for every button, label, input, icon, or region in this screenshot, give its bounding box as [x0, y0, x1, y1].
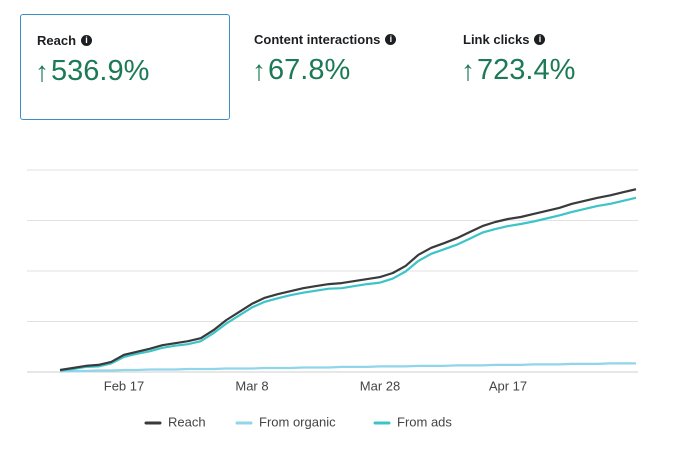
metric-card[interactable]: Content interactions i ↑ 67.8%: [238, 14, 448, 120]
up-arrow: ↑: [461, 54, 475, 86]
metric-card[interactable]: Link clicks i ↑ 723.4%: [447, 14, 657, 120]
x-tick-label: Mar 28: [360, 378, 400, 393]
info-icon[interactable]: i: [534, 34, 546, 45]
metric-label: Link clicks: [463, 32, 530, 47]
metric-value: 67.8%: [268, 54, 351, 86]
series-line: [59, 196, 637, 372]
metric-label: Content interactions: [254, 32, 381, 47]
metric-value: 723.4%: [477, 54, 576, 86]
metric-label: Reach: [37, 33, 77, 48]
metric-card[interactable]: Reach i ↑ 536.9%: [20, 14, 230, 120]
metric-value-row: ↑ 536.9%: [35, 55, 149, 88]
metric-value: 536.9%: [51, 55, 150, 87]
up-arrow: ↑: [252, 54, 266, 86]
metric-value-row: ↑ 723.4%: [461, 54, 575, 87]
series-line: [59, 362, 636, 373]
legend-label: From ads: [397, 414, 452, 429]
metric-label-row: Content interactions i: [254, 32, 397, 47]
metric-label-row: Link clicks i: [463, 32, 546, 47]
legend-label: Reach: [168, 414, 206, 429]
series-line: [59, 188, 637, 372]
info-icon[interactable]: i: [81, 35, 93, 46]
x-tick-label: Apr 17: [489, 378, 527, 393]
x-tick-label: Mar 8: [235, 378, 268, 393]
x-tick-label: Feb 17: [104, 378, 144, 393]
metric-value-row: ↑ 67.8%: [252, 54, 350, 87]
info-icon[interactable]: i: [385, 34, 397, 45]
metric-label-row: Reach i: [37, 33, 93, 48]
legend-label: From organic: [259, 414, 336, 429]
up-arrow: ↑: [35, 55, 49, 87]
